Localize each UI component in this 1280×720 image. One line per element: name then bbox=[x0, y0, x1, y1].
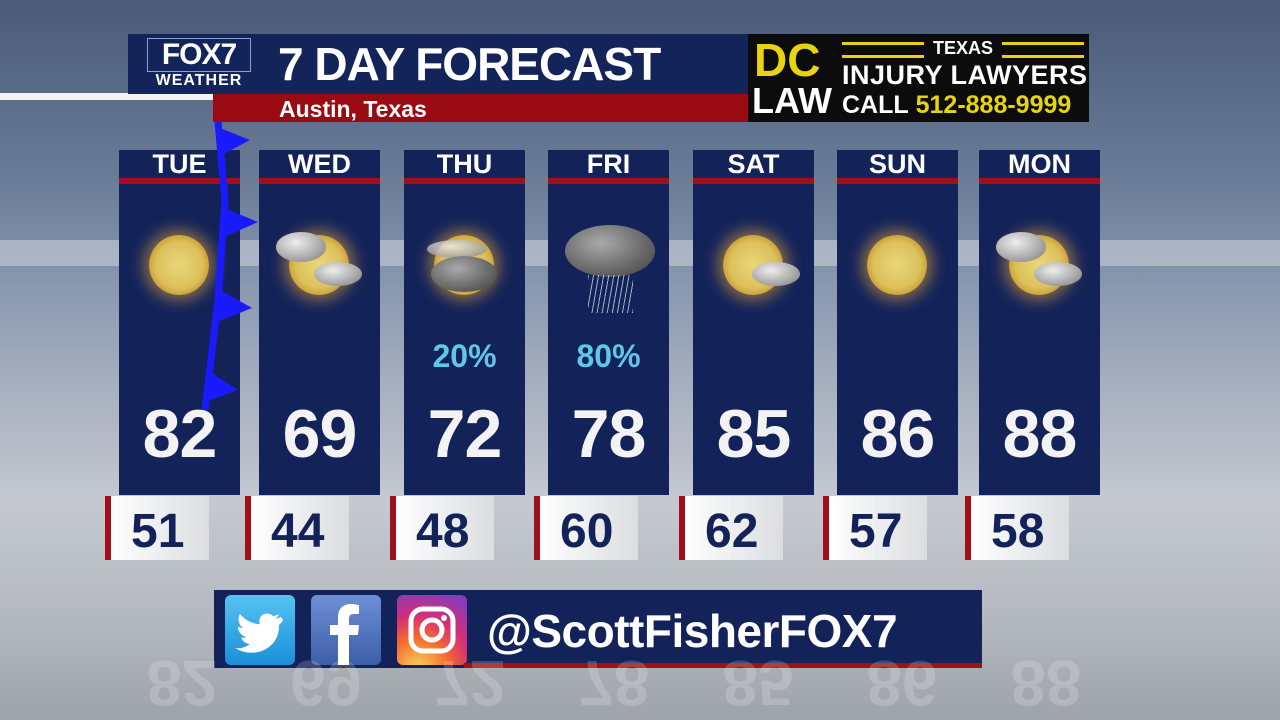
page-title: 7 DAY FORECAST bbox=[278, 38, 661, 90]
day-column-tue: TUE 82 bbox=[119, 150, 240, 495]
reflection-temp: 85 bbox=[722, 647, 794, 719]
instagram-icon[interactable] bbox=[397, 595, 467, 665]
weather-icon-rain bbox=[563, 220, 655, 313]
weather-icon-sunny bbox=[134, 220, 224, 310]
cloud-icon bbox=[752, 262, 800, 286]
header-bar bbox=[128, 34, 748, 94]
reflection-temp: 72 bbox=[434, 647, 506, 719]
cloud-icon bbox=[314, 262, 362, 286]
divider bbox=[404, 178, 525, 184]
low-temp: 44 bbox=[245, 496, 349, 560]
reflection: 82 69 72 78 85 86 88 bbox=[110, 647, 1110, 720]
day-label: TUE bbox=[152, 149, 207, 179]
location-label: Austin, Texas bbox=[213, 94, 748, 122]
precip-chance: 20% bbox=[432, 338, 497, 374]
reflection-temp: 86 bbox=[866, 647, 938, 719]
reflection-temp: 88 bbox=[1010, 647, 1082, 719]
ad-call: CALL 512-888-9999 bbox=[842, 90, 1071, 120]
ad-dc: DC bbox=[754, 34, 821, 86]
day-column-fri: FRI 80% 78 bbox=[548, 150, 669, 495]
low-temp: 60 bbox=[534, 496, 638, 560]
weather-icon-partly-cloudy bbox=[274, 220, 364, 310]
high-temp: 78 bbox=[571, 396, 647, 472]
day-label: THU bbox=[436, 149, 493, 179]
weather-icon-sunny bbox=[852, 220, 942, 310]
low-temp: 58 bbox=[965, 496, 1069, 560]
day-label: SAT bbox=[727, 149, 780, 179]
low-temp: 51 bbox=[105, 496, 209, 560]
logo-text: FOX7 bbox=[147, 38, 251, 72]
cloud-icon bbox=[996, 232, 1046, 262]
low-temp: 48 bbox=[390, 496, 494, 560]
cloud-icon bbox=[431, 256, 497, 292]
ad-tagline: INJURY LAWYERS bbox=[842, 60, 1088, 90]
day-column-sun: SUN 86 bbox=[837, 150, 958, 495]
precip-chance: 80% bbox=[576, 338, 641, 374]
day-label: MON bbox=[1008, 149, 1071, 179]
divider bbox=[0, 93, 215, 100]
sponsor-ad: DC LAW TEXAS INJURY LAWYERS CALL 512-888… bbox=[748, 34, 1089, 122]
divider bbox=[837, 178, 958, 184]
social-handle: @ScottFisherFOX7 bbox=[487, 605, 898, 657]
rain-icon bbox=[588, 275, 633, 313]
divider bbox=[979, 178, 1100, 184]
social-bar: @ScottFisherFOX7 bbox=[214, 590, 982, 668]
day-column-sat: SAT 85 bbox=[693, 150, 814, 495]
divider bbox=[548, 178, 669, 184]
logo-subtext: WEATHER bbox=[155, 72, 243, 89]
reflection-temp: 69 bbox=[290, 647, 362, 719]
twitter-icon[interactable] bbox=[225, 595, 295, 665]
cloud-icon bbox=[276, 232, 326, 262]
day-column-wed: WED 69 bbox=[259, 150, 380, 495]
fox7-weather-logo: FOX7 WEATHER bbox=[145, 38, 253, 92]
high-temp: 88 bbox=[1002, 396, 1078, 472]
high-temp: 82 bbox=[142, 396, 218, 472]
day-column-mon: MON 88 bbox=[979, 150, 1100, 495]
day-label: SUN bbox=[868, 149, 926, 179]
divider bbox=[259, 178, 380, 184]
rain-cloud-icon bbox=[565, 225, 655, 277]
day-column-thu: THU 20% 72 bbox=[404, 150, 525, 495]
low-temp: 57 bbox=[823, 496, 927, 560]
divider bbox=[693, 178, 814, 184]
ad-phone: 512-888-9999 bbox=[915, 91, 1072, 119]
high-temp: 85 bbox=[716, 396, 792, 472]
weather-icon-cloudy-thunder bbox=[419, 220, 509, 310]
sun-icon bbox=[867, 235, 927, 295]
divider bbox=[464, 663, 982, 668]
weather-icon-mostly-sunny bbox=[708, 220, 800, 310]
sun-icon bbox=[149, 235, 209, 295]
high-temp: 72 bbox=[427, 396, 503, 472]
reflection-temp: 82 bbox=[146, 647, 218, 719]
ad-state: TEXAS bbox=[842, 38, 1084, 58]
ad-call-label: CALL bbox=[842, 91, 909, 119]
high-temp: 69 bbox=[282, 396, 358, 472]
facebook-icon[interactable] bbox=[311, 595, 381, 665]
high-temp: 86 bbox=[860, 396, 936, 472]
low-temp: 62 bbox=[679, 496, 783, 560]
day-label: FRI bbox=[586, 149, 631, 179]
ad-law: LAW bbox=[752, 80, 832, 121]
reflection-temp: 78 bbox=[578, 647, 650, 719]
divider bbox=[119, 178, 240, 184]
day-label: WED bbox=[288, 149, 351, 179]
weather-icon-partly-cloudy bbox=[994, 220, 1084, 310]
cloud-icon bbox=[1034, 262, 1082, 286]
cloud-icon bbox=[427, 240, 487, 258]
